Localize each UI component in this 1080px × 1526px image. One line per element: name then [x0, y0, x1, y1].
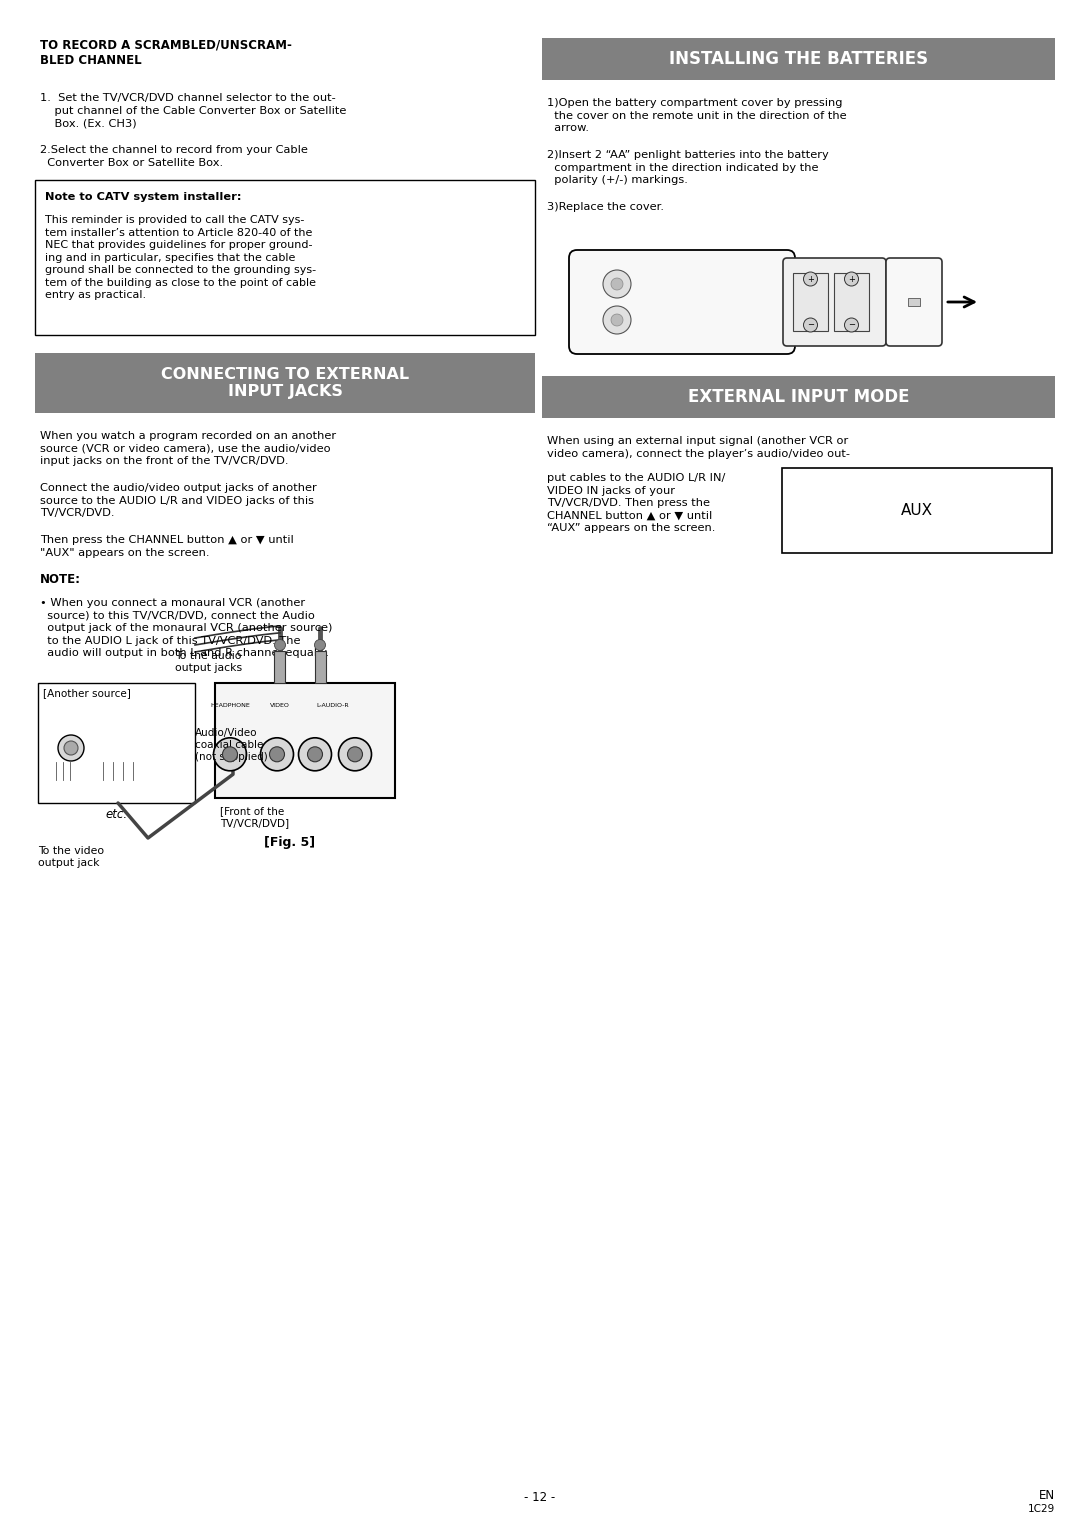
Text: INSTALLING THE BATTERIES: INSTALLING THE BATTERIES: [669, 50, 928, 69]
Text: [Front of the
TV/VCR/DVD]: [Front of the TV/VCR/DVD]: [220, 806, 289, 827]
Circle shape: [611, 278, 623, 290]
Bar: [274, 652, 285, 684]
Bar: [542, 375, 1055, 418]
Bar: [542, 38, 1055, 79]
Bar: [78, 766, 96, 777]
Circle shape: [222, 746, 238, 761]
Text: CONNECTING TO EXTERNAL
INPUT JACKS: CONNECTING TO EXTERNAL INPUT JACKS: [161, 368, 409, 398]
Text: L-AUDIO-R: L-AUDIO-R: [316, 703, 349, 708]
Bar: [111, 763, 136, 781]
Circle shape: [804, 272, 818, 285]
Text: To the audio
output jacks: To the audio output jacks: [175, 652, 242, 673]
Text: Note to CATV system installer:: Note to CATV system installer:: [45, 192, 242, 201]
Circle shape: [611, 314, 623, 327]
Text: - 12 -: - 12 -: [525, 1491, 555, 1505]
Text: 2)Insert 2 “AA” penlight batteries into the battery
  compartment in the directi: 2)Insert 2 “AA” penlight batteries into …: [546, 150, 828, 185]
Text: Audio/Video
coaxial cable
(not supplied): Audio/Video coaxial cable (not supplied): [195, 728, 268, 761]
Circle shape: [214, 737, 246, 771]
Bar: [793, 273, 828, 331]
Text: TO RECORD A SCRAMBLED/UNSCRAM-
BLED CHANNEL: TO RECORD A SCRAMBLED/UNSCRAM- BLED CHAN…: [40, 38, 292, 67]
Text: etc.: etc.: [106, 807, 127, 821]
Circle shape: [603, 307, 631, 334]
Text: To the video
output jack: To the video output jack: [38, 845, 104, 868]
Circle shape: [64, 742, 78, 755]
Text: 3)Replace the cover.: 3)Replace the cover.: [546, 201, 664, 212]
Text: • When you connect a monaural VCR (another
  source) to this TV/VCR/DVD, connect: • When you connect a monaural VCR (anoth…: [40, 598, 333, 658]
Bar: [314, 652, 325, 684]
Text: HEADPHONE: HEADPHONE: [211, 703, 249, 708]
Text: This reminder is provided to call the CATV sys-
tem installer’s attention to Art: This reminder is provided to call the CA…: [45, 215, 316, 301]
Circle shape: [338, 737, 372, 771]
Text: 1.  Set the TV/VCR/DVD channel selector to the out-
    put channel of the Cable: 1. Set the TV/VCR/DVD channel selector t…: [40, 93, 347, 128]
Text: +: +: [807, 275, 814, 284]
Circle shape: [804, 317, 818, 333]
Text: [Another source]: [Another source]: [43, 688, 131, 697]
Circle shape: [260, 737, 294, 771]
Text: VIDEO: VIDEO: [270, 703, 289, 708]
Text: 1)Open the battery compartment cover by pressing
  the cover on the remote unit : 1)Open the battery compartment cover by …: [546, 98, 847, 133]
Text: put cables to the AUDIO L/R IN/
VIDEO IN jacks of your
TV/VCR/DVD. Then press th: put cables to the AUDIO L/R IN/ VIDEO IN…: [546, 473, 726, 533]
Circle shape: [270, 746, 284, 761]
Circle shape: [845, 272, 859, 285]
Text: EXTERNAL INPUT MODE: EXTERNAL INPUT MODE: [688, 388, 909, 406]
Text: Then press the CHANNEL button ▲ or ▼ until
"AUX" appears on the screen.: Then press the CHANNEL button ▲ or ▼ unt…: [40, 536, 294, 557]
Circle shape: [87, 769, 93, 774]
Circle shape: [298, 737, 332, 771]
Text: +: +: [848, 275, 855, 284]
Circle shape: [274, 639, 285, 650]
Circle shape: [97, 769, 103, 774]
Bar: [38, 684, 195, 803]
Text: When using an external input signal (another VCR or
video camera), connect the p: When using an external input signal (ano…: [546, 436, 850, 458]
Text: −: −: [848, 320, 855, 330]
Text: −: −: [807, 320, 814, 330]
Bar: [908, 298, 920, 307]
Text: Connect the audio/video output jacks of another
source to the AUDIO L/R and VIDE: Connect the audio/video output jacks of …: [40, 484, 316, 519]
Text: When you watch a program recorded on an another
source (VCR or video camera), us: When you watch a program recorded on an …: [40, 430, 336, 465]
Text: EN: EN: [1039, 1489, 1055, 1502]
FancyBboxPatch shape: [886, 258, 942, 346]
Circle shape: [58, 736, 84, 761]
Text: NOTE:: NOTE:: [40, 572, 81, 586]
Bar: [48, 760, 168, 781]
Bar: [35, 353, 535, 414]
Bar: [35, 180, 535, 336]
Circle shape: [348, 746, 363, 761]
Bar: [834, 273, 869, 331]
Circle shape: [845, 317, 859, 333]
FancyBboxPatch shape: [49, 723, 147, 774]
Circle shape: [308, 746, 323, 761]
Text: 2.Select the channel to record from your Cable
  Converter Box or Satellite Box.: 2.Select the channel to record from your…: [40, 145, 308, 168]
Bar: [108, 725, 136, 743]
Bar: [782, 468, 1052, 552]
FancyBboxPatch shape: [569, 250, 795, 354]
FancyBboxPatch shape: [783, 258, 886, 346]
Text: AUX: AUX: [901, 504, 933, 517]
Circle shape: [314, 639, 325, 650]
Bar: [215, 684, 395, 798]
Text: 1C29: 1C29: [1028, 1505, 1055, 1514]
Circle shape: [603, 270, 631, 298]
Text: [Fig. 5]: [Fig. 5]: [265, 836, 315, 848]
